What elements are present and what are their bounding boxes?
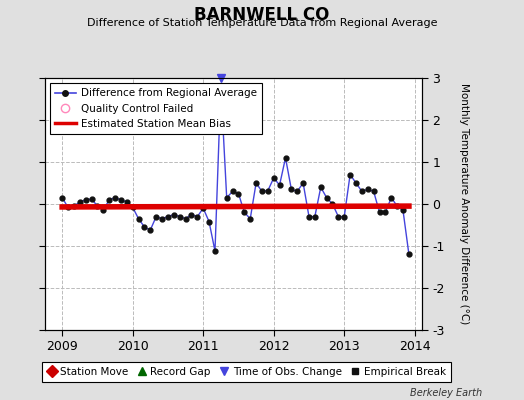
Text: BARNWELL CO: BARNWELL CO xyxy=(194,6,330,24)
Legend: Difference from Regional Average, Quality Control Failed, Estimated Station Mean: Difference from Regional Average, Qualit… xyxy=(50,83,262,134)
Text: Difference of Station Temperature Data from Regional Average: Difference of Station Temperature Data f… xyxy=(87,18,437,28)
Y-axis label: Monthly Temperature Anomaly Difference (°C): Monthly Temperature Anomaly Difference (… xyxy=(458,83,468,325)
Text: Berkeley Earth: Berkeley Earth xyxy=(410,388,482,398)
Legend: Station Move, Record Gap, Time of Obs. Change, Empirical Break: Station Move, Record Gap, Time of Obs. C… xyxy=(41,362,451,382)
